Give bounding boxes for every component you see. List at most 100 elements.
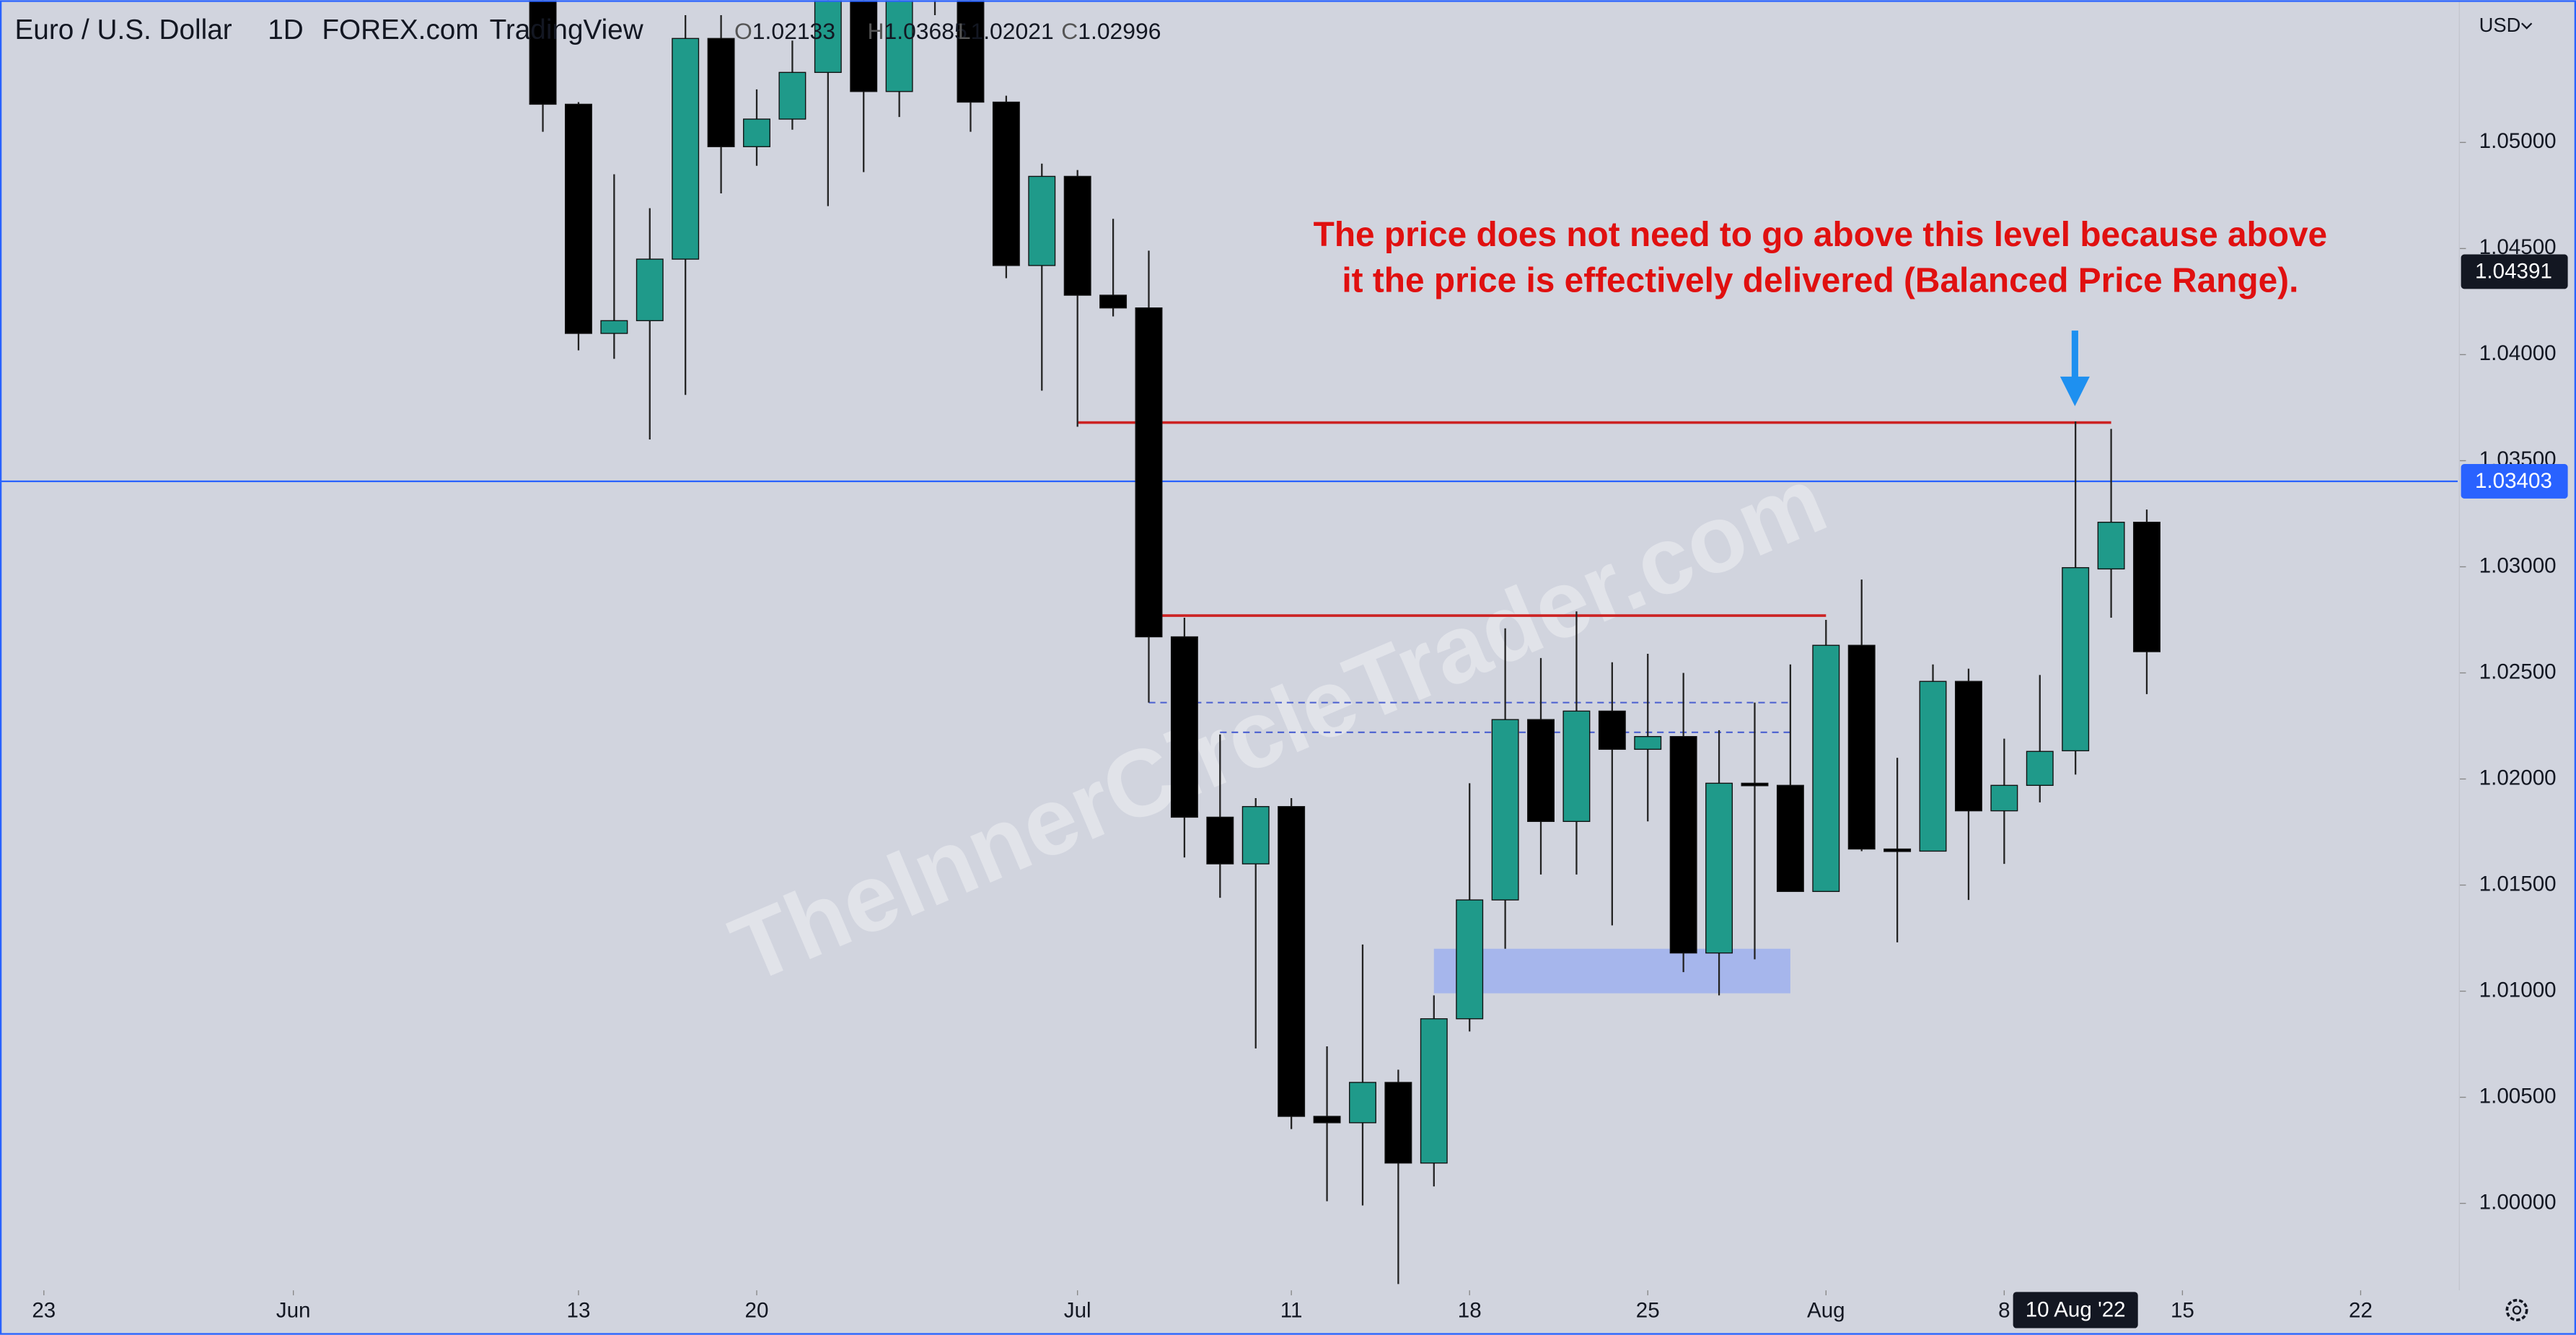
candle-body — [1313, 1116, 1341, 1124]
candle-body — [1776, 784, 1804, 893]
crosshair-date-label: 10 Aug '22 — [2026, 1297, 2126, 1321]
candle-body — [957, 0, 985, 103]
candle-body — [1527, 719, 1555, 822]
x-tick-label: 23 — [32, 1299, 56, 1323]
candle-body — [707, 38, 735, 147]
y-tick-label: 1.05000 — [2479, 129, 2557, 153]
ohlc-legend: O1.02133 — [734, 18, 835, 44]
candle-body — [1384, 1082, 1412, 1164]
candle-body — [2026, 750, 2054, 787]
y-tick-label: 1.03000 — [2479, 553, 2557, 577]
candle-body — [1562, 710, 1591, 822]
candle-body — [1634, 736, 1662, 750]
ohlc-legend: C1.02996 — [1061, 18, 1161, 44]
current-price-label: 1.03403 — [2475, 469, 2552, 493]
candle-body — [778, 71, 806, 120]
candle-body — [1170, 636, 1198, 818]
candle-body — [1883, 848, 1912, 852]
candle-body — [1669, 736, 1697, 954]
candle-body — [992, 101, 1020, 266]
x-tick-label: Jun — [276, 1299, 311, 1323]
ohlc-legend: H1.03685 — [867, 18, 967, 44]
ohlc-value: 1.03685 — [884, 18, 967, 44]
candle-body — [814, 0, 842, 74]
candle-body — [672, 38, 700, 260]
candle-body — [1420, 1018, 1448, 1164]
current-price-box — [2461, 464, 2568, 499]
x-tick-label: 11 — [1280, 1299, 1303, 1323]
x-tick-label: 20 — [745, 1299, 769, 1323]
ohlc-value: 1.02133 — [752, 18, 835, 44]
ohlc-legend: L1.02021 — [958, 18, 1054, 44]
header-title: Euro / U.S. Dollar — [14, 14, 232, 45]
x-tick-label: Jul — [1064, 1299, 1091, 1323]
annotation-text: The price does not need to go above this… — [1314, 216, 2328, 254]
currency-label: USD — [2479, 14, 2521, 36]
x-tick-label: 13 — [566, 1299, 590, 1323]
candle-body — [1990, 784, 2018, 812]
candle-body — [529, 0, 557, 105]
header-source: FOREX.com — [322, 14, 478, 45]
candle-body — [2097, 522, 2125, 570]
y-tick-label: 1.02000 — [2479, 766, 2557, 789]
annotation-text: it the price is effectively delivered (B… — [1342, 262, 2298, 300]
candle-body — [1206, 816, 1234, 865]
y-tick-label: 1.04000 — [2479, 341, 2557, 365]
candle-body — [743, 118, 770, 147]
ohlc-label: L — [958, 18, 971, 44]
candle-body — [1705, 782, 1733, 954]
candle-body — [1278, 806, 1306, 1117]
overlay: 1.00000 1.00500 1.01000 1.01500 1.02000 1.025… — [14, 0, 2568, 1329]
y-tick-label: 1.01000 — [2479, 978, 2557, 1002]
candle-body — [1741, 782, 1769, 787]
settings-icon — [2505, 1298, 2528, 1321]
annotation-arrow-head — [2060, 376, 2090, 406]
candle-body — [1954, 680, 1982, 812]
candle-body — [1063, 175, 1091, 296]
candle-body — [564, 103, 592, 334]
settings-icon-center — [2512, 1305, 2522, 1315]
ohlc-value: 1.02996 — [1078, 18, 1161, 44]
header-platform: TradingView — [490, 14, 644, 45]
candle-body — [1241, 806, 1270, 865]
price-marker-label: 1.04391 — [2475, 259, 2552, 283]
candle-body — [1099, 294, 1127, 309]
candle-body — [2062, 566, 2090, 752]
candle-body — [1349, 1082, 1376, 1124]
candle-body — [885, 0, 913, 92]
price-marker-box — [2461, 254, 2568, 289]
y-tick-label: 1.00500 — [2479, 1084, 2557, 1108]
x-tick-label: 8 — [1998, 1299, 2010, 1323]
x-tick-label: 18 — [1458, 1299, 1482, 1323]
candle-body — [850, 0, 878, 92]
header-interval: 1D — [268, 14, 303, 45]
zone — [1433, 948, 1790, 994]
candle-body — [600, 320, 628, 334]
candle-body — [1847, 644, 1876, 850]
ohlc-label: H — [867, 18, 884, 44]
candle-body — [1491, 719, 1519, 901]
candle-body — [636, 258, 664, 322]
ohlc-value: 1.02021 — [970, 18, 1053, 44]
crosshair-date-box — [2013, 1292, 2138, 1329]
ohlc-label: C — [1061, 18, 1078, 44]
x-tick-label: Aug — [1807, 1299, 1845, 1323]
ohlc-label: O — [734, 18, 752, 44]
candle-body — [1135, 307, 1163, 638]
y-tick-label: 1.00000 — [2479, 1190, 2557, 1214]
candle-body — [1456, 899, 1484, 1020]
y-tick-label: 1.02500 — [2479, 660, 2557, 683]
y-tick-label: 1.01500 — [2479, 872, 2557, 896]
x-tick-label: 15 — [2171, 1299, 2194, 1323]
candle-body — [2133, 522, 2160, 652]
candle-body — [1812, 644, 1840, 893]
candle-body — [1919, 680, 1947, 852]
x-tick-label: 25 — [1636, 1299, 1660, 1323]
candle-body — [1028, 175, 1056, 266]
currency-chevron — [2521, 22, 2533, 30]
x-tick-label: 22 — [2349, 1299, 2373, 1323]
candle-body — [1598, 710, 1626, 750]
